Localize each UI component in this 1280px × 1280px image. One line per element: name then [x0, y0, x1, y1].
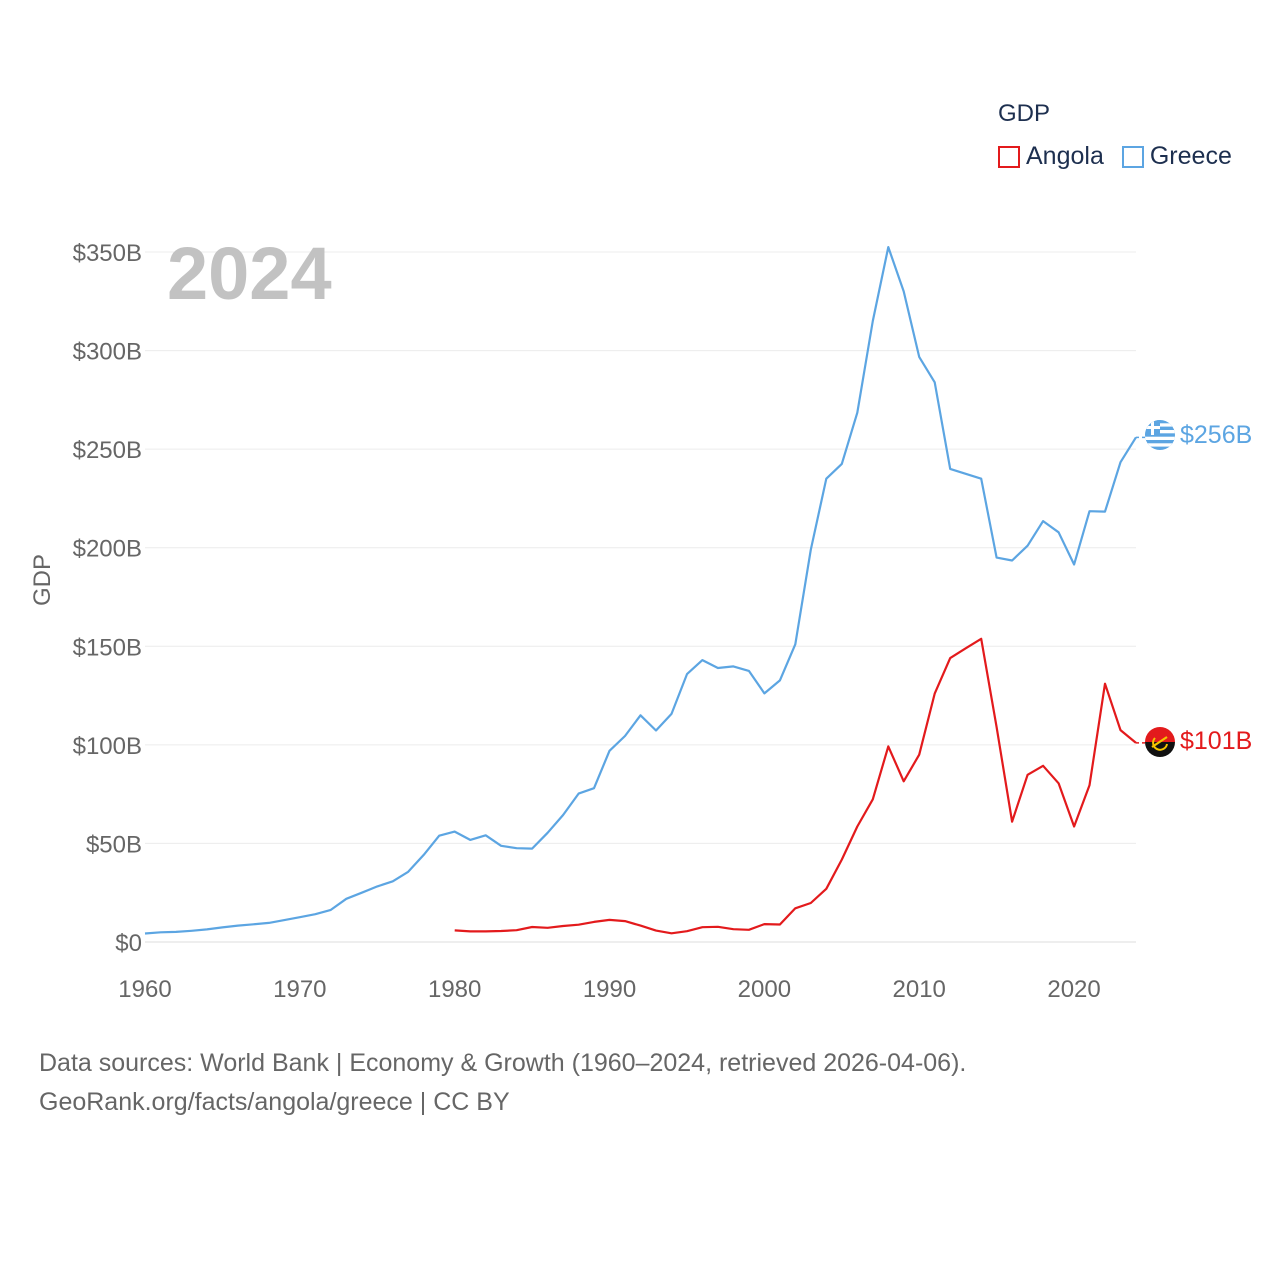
x-axis-ticks: 1960 1970 1980 1990 2000 2010 2020 — [118, 976, 1100, 1003]
angola-end-value: $101B — [1180, 727, 1252, 755]
x-tick-label: 1990 — [583, 976, 636, 1003]
source-line-1: Data sources: World Bank | Economy & Gro… — [39, 1049, 967, 1077]
angola-flag-icon — [1145, 727, 1175, 757]
source-line-2[interactable]: GeoRank.org/facts/angola/greece | CC BY — [39, 1088, 510, 1116]
year-label: 2024 — [167, 232, 332, 315]
y-tick-label: $250B — [73, 437, 142, 464]
y-tick-label: $50B — [86, 831, 142, 858]
y-axis-ticks: $0 $50B $100B $150B $200B $250B $300B $350B — [73, 240, 142, 957]
y-tick-label: $0 — [115, 930, 142, 957]
series-line-greece — [144, 246, 1137, 935]
y-tick-label: $150B — [73, 634, 142, 661]
y-tick-label: $200B — [73, 536, 142, 563]
legend-item-angola[interactable]: Angola — [998, 142, 1104, 171]
y-tick-label: $100B — [73, 733, 142, 760]
x-tick-label: 2020 — [1047, 976, 1100, 1003]
x-tick-label: 1970 — [273, 976, 326, 1003]
greece-end-value: $256B — [1180, 421, 1252, 449]
legend-swatch-angola — [998, 145, 1020, 168]
x-tick-label: 2000 — [738, 976, 791, 1003]
source-note: Data sources: World Bank | Economy & Gro… — [39, 1044, 966, 1122]
legend-label-greece: Greece — [1149, 142, 1232, 170]
x-tick-label: 2010 — [893, 976, 946, 1003]
legend-swatch-greece — [1121, 145, 1144, 168]
legend-title: GDP — [998, 100, 1051, 127]
legend-item-greece[interactable]: Greece — [1121, 142, 1232, 171]
greece-flag-icon — [1145, 420, 1175, 450]
y-axis-label: GDP — [29, 554, 56, 606]
y-tick-label: $300B — [73, 339, 142, 366]
x-tick-label: 1980 — [428, 976, 481, 1003]
x-tick-label: 1960 — [118, 976, 171, 1003]
legend-label-angola: Angola — [1026, 142, 1104, 170]
gridlines — [145, 251, 1136, 943]
series-line-angola — [454, 637, 1137, 935]
series-lines — [144, 246, 1146, 935]
legend: Angola Greece — [998, 142, 1250, 171]
y-tick-label: $350B — [73, 240, 142, 267]
